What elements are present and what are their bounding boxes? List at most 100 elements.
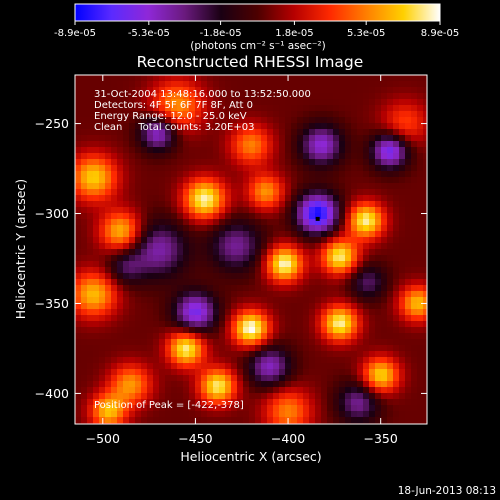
heatmap-cell bbox=[153, 411, 160, 418]
heatmap-cell bbox=[165, 333, 172, 340]
heatmap-cell bbox=[195, 369, 202, 376]
heatmap-cell bbox=[195, 303, 202, 310]
heatmap-cell bbox=[141, 243, 148, 250]
heatmap-cell bbox=[213, 135, 220, 142]
heatmap-cell bbox=[75, 243, 82, 250]
heatmap-cell bbox=[135, 207, 142, 214]
heatmap-cell bbox=[303, 81, 310, 88]
heatmap-cell bbox=[99, 345, 106, 352]
heatmap-cell bbox=[165, 243, 172, 250]
heatmap-cell bbox=[231, 159, 238, 166]
heatmap-cell bbox=[321, 339, 328, 346]
heatmap-cell bbox=[309, 177, 316, 184]
heatmap-cell bbox=[261, 213, 268, 220]
heatmap-cell bbox=[423, 105, 427, 112]
heatmap-cell bbox=[141, 201, 148, 208]
heatmap-cell bbox=[417, 249, 424, 256]
heatmap-cell bbox=[297, 213, 304, 220]
heatmap-cell bbox=[267, 243, 274, 250]
heatmap-cell bbox=[111, 285, 118, 292]
heatmap-cell bbox=[141, 345, 148, 352]
heatmap-cell bbox=[183, 273, 190, 280]
heatmap-cell bbox=[315, 315, 322, 322]
heatmap-cell bbox=[303, 387, 310, 394]
heatmap-cell bbox=[417, 177, 424, 184]
heatmap-cell bbox=[261, 195, 268, 202]
heatmap-cell bbox=[81, 261, 88, 268]
heatmap-cell bbox=[75, 261, 82, 268]
heatmap-cell bbox=[201, 207, 208, 214]
heatmap-cell bbox=[213, 93, 220, 100]
heatmap-cell bbox=[357, 135, 364, 142]
heatmap-cell bbox=[147, 93, 154, 100]
heatmap-cell bbox=[135, 321, 142, 328]
heatmap-cell bbox=[177, 189, 184, 196]
heatmap-cell bbox=[405, 135, 412, 142]
heatmap-cell bbox=[189, 339, 196, 346]
heatmap-cell bbox=[351, 87, 358, 94]
y-tick-label: −400 bbox=[35, 386, 69, 401]
heatmap-cell bbox=[213, 183, 220, 190]
heatmap-cell bbox=[225, 339, 232, 346]
heatmap-cell bbox=[333, 333, 340, 340]
heatmap-cell bbox=[393, 213, 400, 220]
heatmap-cell bbox=[237, 315, 244, 322]
heatmap-cell bbox=[369, 303, 376, 310]
heatmap-cell bbox=[321, 381, 328, 388]
heatmap-cell bbox=[309, 105, 316, 112]
heatmap-cell bbox=[87, 267, 94, 274]
heatmap-cell bbox=[195, 201, 202, 208]
heatmap-cell bbox=[339, 165, 346, 172]
heatmap-cell bbox=[171, 369, 178, 376]
heatmap-cell bbox=[117, 333, 124, 340]
heatmap-cell bbox=[213, 369, 220, 376]
heatmap-cell bbox=[153, 87, 160, 94]
heatmap-cell bbox=[315, 129, 322, 136]
heatmap-cell bbox=[255, 321, 262, 328]
heatmap-cell bbox=[417, 213, 424, 220]
heatmap-cell bbox=[393, 267, 400, 274]
heatmap-cell bbox=[297, 405, 304, 412]
heatmap-cell bbox=[255, 261, 262, 268]
heatmap-cell bbox=[405, 279, 412, 286]
heatmap-cell bbox=[423, 321, 427, 328]
heatmap-cell bbox=[165, 405, 172, 412]
heatmap-cell bbox=[159, 225, 166, 232]
heatmap-cell bbox=[417, 363, 424, 370]
heatmap-cell bbox=[375, 273, 382, 280]
heatmap-cell bbox=[255, 219, 262, 226]
heatmap-cell bbox=[291, 411, 298, 418]
heatmap-cell bbox=[87, 279, 94, 286]
heatmap-cell bbox=[405, 243, 412, 250]
heatmap-cell bbox=[285, 375, 292, 382]
heatmap-cell bbox=[363, 417, 370, 424]
heatmap-cell bbox=[303, 321, 310, 328]
heatmap-cell bbox=[333, 237, 340, 244]
heatmap-cell bbox=[297, 381, 304, 388]
heatmap-cell bbox=[225, 381, 232, 388]
heatmap-cell bbox=[249, 201, 256, 208]
heatmap-cell bbox=[183, 117, 190, 124]
heatmap-cell bbox=[381, 243, 388, 250]
heatmap-cell bbox=[255, 153, 262, 160]
heatmap-cell bbox=[327, 369, 334, 376]
heatmap-cell bbox=[387, 267, 394, 274]
heatmap-cell bbox=[81, 171, 88, 178]
heatmap-cell bbox=[399, 93, 406, 100]
heatmap-cell bbox=[339, 93, 346, 100]
heatmap-cell bbox=[111, 411, 118, 418]
heatmap-cell bbox=[141, 417, 148, 424]
heatmap-cell bbox=[351, 297, 358, 304]
heatmap-cell bbox=[231, 231, 238, 238]
heatmap-cell bbox=[93, 279, 100, 286]
heatmap-cell bbox=[339, 273, 346, 280]
heatmap-cell bbox=[387, 381, 394, 388]
heatmap-cell bbox=[267, 279, 274, 286]
heatmap-cell bbox=[201, 123, 208, 130]
heatmap-cell bbox=[267, 75, 274, 82]
heatmap-cell bbox=[129, 117, 136, 124]
heatmap-cell bbox=[231, 123, 238, 130]
heatmap-cell bbox=[171, 141, 178, 148]
heatmap-cell bbox=[81, 225, 88, 232]
heatmap-cell bbox=[297, 93, 304, 100]
